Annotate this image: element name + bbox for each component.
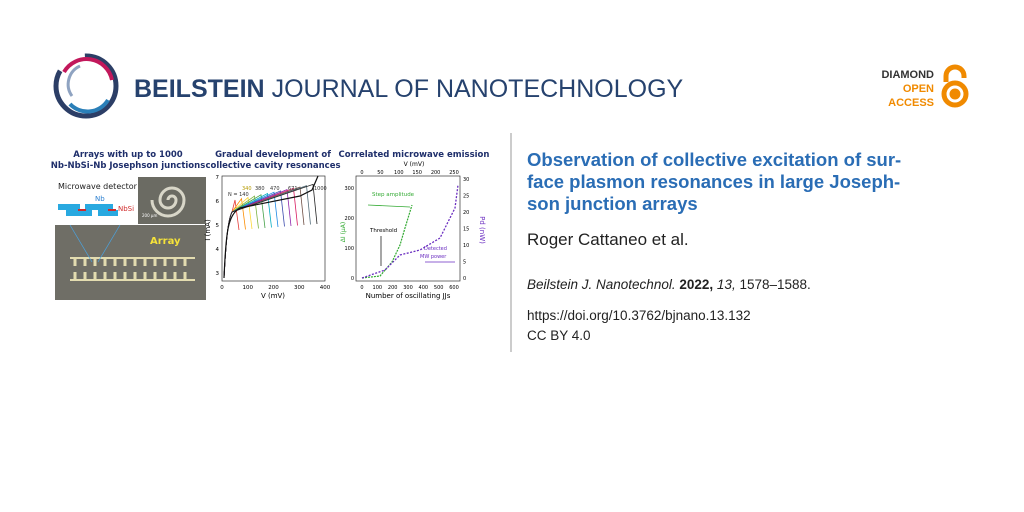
panel-3: Correlated microwave emission V (mV) Ste… — [339, 150, 490, 300]
panel-title: collective cavity resonances — [205, 161, 340, 171]
annotation: N = 140 — [228, 192, 249, 198]
annotation: 671 — [288, 186, 298, 192]
tick-label: 0 — [360, 170, 363, 176]
citation: Beilstein J. Nanotechnol. 2022, 13, 1578… — [527, 277, 811, 292]
tick-label: 200 — [431, 170, 441, 176]
tick-label: 500 — [434, 285, 444, 291]
panel-title: Correlated microwave emission — [339, 150, 490, 160]
title-line: face plasmon resonances in large Joseph- — [527, 171, 900, 192]
tick-label: 0 — [463, 276, 466, 282]
tick-label: 200 — [268, 285, 279, 291]
scale-bar: 200 µm — [142, 213, 157, 218]
panel-title: Gradual development of — [215, 150, 331, 160]
tick-label: 0 — [220, 285, 224, 291]
annotation: 1000 — [314, 186, 327, 192]
panel-1: Arrays with up to 1000 Nb-NbSi-Nb Joseph… — [51, 150, 206, 300]
tick-label: 300 — [403, 285, 413, 291]
label: NbSi — [118, 205, 134, 213]
tick-label: 50 — [377, 170, 383, 176]
tick-label: 20 — [463, 210, 469, 216]
tick-label: 600 — [449, 285, 459, 291]
axis-label: I (mA) — [204, 219, 212, 241]
tick-label: 300 — [344, 186, 354, 192]
panel-title: Arrays with up to 1000 — [73, 150, 183, 160]
title-line: son junction arrays — [527, 193, 698, 214]
tick-label: 7 — [216, 175, 220, 181]
tick-label: 400 — [320, 285, 331, 291]
panel-title: Nb-NbSi-Nb Josephson junctions — [51, 161, 206, 171]
license: CC BY 4.0 — [527, 328, 591, 343]
annotation: 470 — [270, 186, 280, 192]
tick-label: 5 — [463, 260, 466, 266]
panel-2: Gradual development of collective cavity… — [204, 150, 341, 300]
tick-label: 250 — [449, 170, 459, 176]
title-line: Observation of collective excitation of … — [527, 149, 901, 170]
logo — [53, 53, 119, 119]
tick-label: 6 — [216, 199, 220, 205]
authors: Roger Cattaneo et al. — [527, 230, 689, 249]
annotation: 380 — [255, 186, 265, 192]
doi: https://doi.org/10.3762/bjnano.13.132 — [527, 308, 751, 323]
tick-label: 300 — [294, 285, 305, 291]
tick-label: 150 — [412, 170, 422, 176]
annotation: Threshold — [369, 228, 397, 234]
annotation: 340 — [242, 186, 252, 192]
tick-label: 5 — [216, 223, 220, 229]
tick-label: 15 — [463, 227, 469, 233]
annotation: MW power — [420, 254, 447, 260]
annotation: Detected — [424, 246, 447, 252]
tick-label: 100 — [243, 285, 254, 291]
tick-label: 200 — [388, 285, 398, 291]
label: Microwave detector — [58, 182, 138, 191]
tick-label: 10 — [463, 243, 469, 249]
badge-text: DIAMOND — [881, 69, 934, 81]
article-title: Observation of collective excitation of … — [527, 149, 901, 214]
axis-label: Number of oscillating JJs — [366, 292, 451, 300]
tick-label: 3 — [216, 271, 220, 277]
axis-label: Pd (nW) — [478, 216, 486, 244]
open-access-lock — [941, 64, 969, 108]
tick-label: 0 — [351, 276, 354, 282]
tick-label: 200 — [344, 216, 354, 222]
axis-label: V (mV) — [261, 292, 285, 300]
label: Array — [150, 236, 181, 247]
badge-text: OPEN — [903, 83, 934, 95]
tick-label: 400 — [419, 285, 429, 291]
axis-label: V (mV) — [404, 161, 425, 168]
tick-label: 100 — [373, 285, 383, 291]
journal-name: BEILSTEIN JOURNAL OF NANOTECHNOLOGY — [134, 75, 684, 103]
iv-curve — [223, 175, 319, 279]
tick-label: 25 — [463, 194, 469, 200]
tick-label: 30 — [463, 177, 469, 183]
tick-label: 4 — [216, 247, 220, 253]
annotation: Step amplitude — [372, 192, 415, 198]
axis-label: ΔI (µA) — [340, 222, 347, 242]
label: Nb — [95, 195, 105, 203]
badge-text: ACCESS — [888, 97, 934, 109]
tick-label: 0 — [360, 285, 363, 291]
tick-label: 100 — [394, 170, 404, 176]
tick-label: 100 — [344, 246, 354, 252]
iv-curve — [223, 185, 311, 279]
